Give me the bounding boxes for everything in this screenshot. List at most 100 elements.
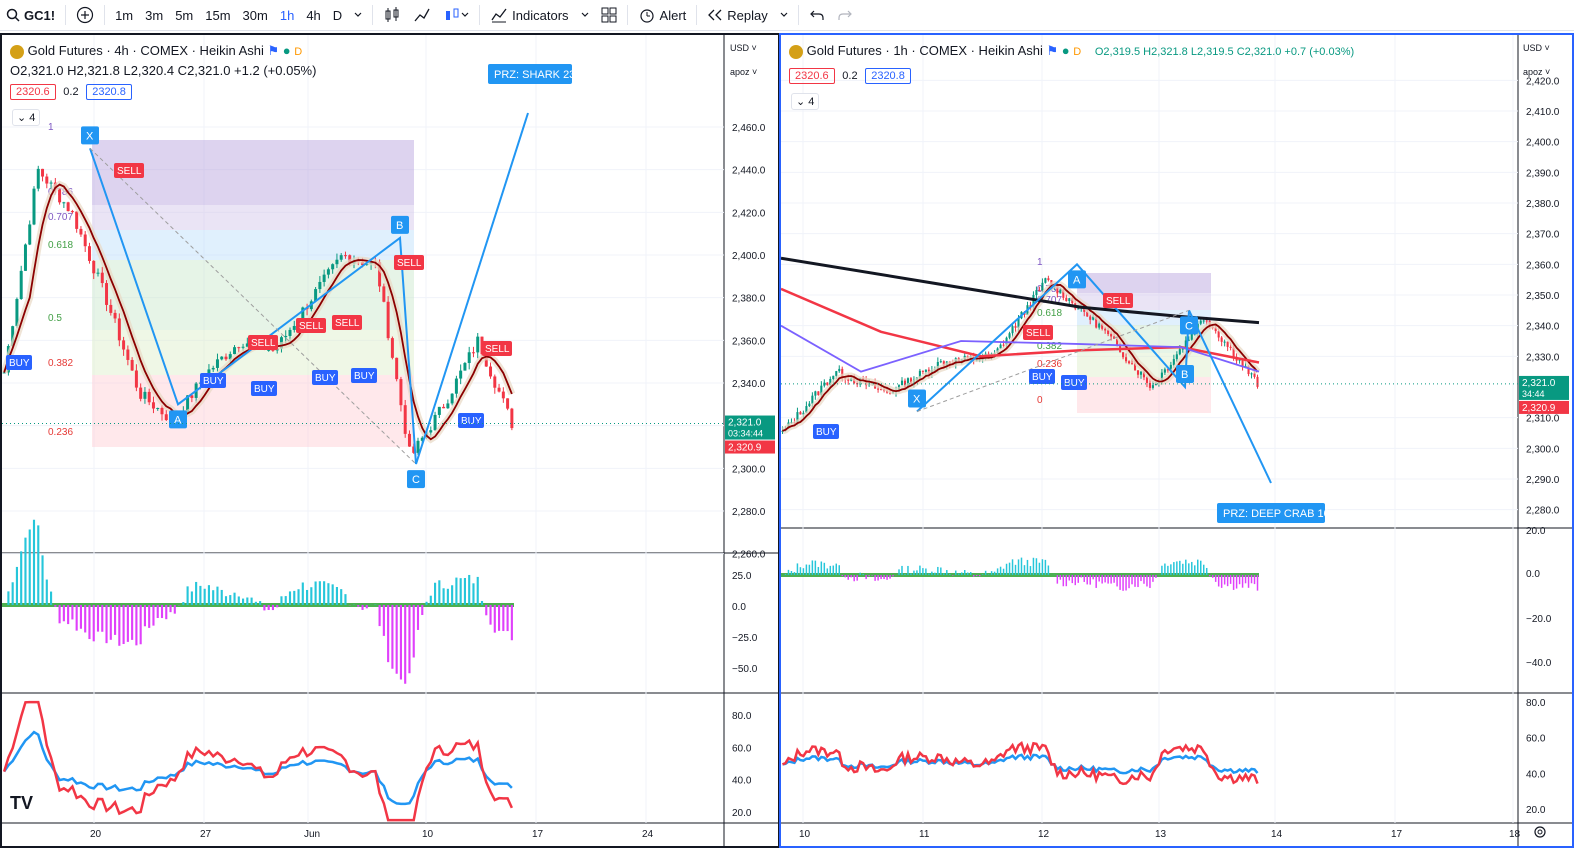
- redo-button[interactable]: [831, 0, 859, 30]
- interval-3m[interactable]: 3m: [145, 7, 164, 23]
- candle-body: [1256, 376, 1259, 387]
- candle-body: [442, 406, 446, 409]
- candle-body: [134, 370, 138, 388]
- sell-signal-label: SELL: [251, 338, 276, 349]
- chart-legend: Gold Futures · 4h · COMEX · Heikin Ashi …: [10, 43, 302, 59]
- rsi-tick-label: 80.0: [1526, 698, 1546, 709]
- pattern-point-marker: [1176, 365, 1194, 383]
- add-circle-icon: [76, 6, 94, 24]
- chart-panel-1h[interactable]: 2,420.0 2,410.0 2,400.0 2,390.0 2,380.0 2,370…: [779, 33, 1574, 848]
- flag-icon[interactable]: ⚑: [267, 43, 280, 58]
- candle-body: [903, 380, 907, 388]
- candle-body: [1077, 308, 1080, 310]
- candle-body: [484, 354, 488, 367]
- sell-price-button[interactable]: 2320.6: [789, 68, 835, 84]
- fib-level-label: 1: [48, 122, 54, 133]
- interval-1m[interactable]: 1m: [115, 7, 134, 23]
- chart-canvas-4h[interactable]: 2,460.0 2,440.0 2,420.0 2,400.0 2,380.0 2,360…: [2, 35, 778, 846]
- currency-select[interactable]: USD ˅: [1523, 43, 1550, 53]
- candle-body: [1232, 347, 1235, 358]
- replay-button[interactable]: Replay: [701, 0, 773, 30]
- candle-body: [1202, 320, 1205, 322]
- time-tick-label: 27: [200, 829, 212, 840]
- candle-body: [906, 378, 910, 388]
- candle-body: [335, 259, 339, 265]
- candle-body: [343, 255, 347, 257]
- currency-label: USD: [1523, 43, 1543, 53]
- sell-price-button[interactable]: 2320.6: [10, 84, 56, 100]
- chart-canvas-1h[interactable]: 2,420.0 2,410.0 2,400.0 2,390.0 2,380.0 2,370…: [781, 35, 1572, 846]
- ma-100-line: [781, 287, 1260, 364]
- rsi-tick-label: 20.0: [1526, 805, 1546, 816]
- undo-button[interactable]: [803, 0, 831, 30]
- candle-body: [802, 412, 805, 415]
- fib-level-label: 1: [1037, 257, 1043, 268]
- gold-symbol-icon: [10, 44, 24, 59]
- buy-price-button[interactable]: 2320.8: [865, 68, 911, 84]
- price-tick-label: 2,460.0: [732, 123, 766, 134]
- indicators-toggle[interactable]: ⌄ 4: [12, 109, 41, 126]
- candle-body: [1062, 289, 1065, 298]
- interval-15m[interactable]: 15m: [205, 7, 231, 23]
- candle-body: [1014, 326, 1017, 328]
- candle-body: [817, 391, 820, 396]
- bar-style-button[interactable]: [377, 0, 407, 30]
- candle-body: [1253, 373, 1256, 377]
- heikin-ashi-button[interactable]: [437, 0, 475, 30]
- buy-signal: [458, 413, 484, 428]
- macd-tick-label: −50.0: [732, 664, 758, 675]
- ohlc-values: O2,321.0 H2,321.8 L2,320.4 C2,321.0 +1.2…: [10, 63, 317, 78]
- candle-body: [1250, 373, 1253, 375]
- fib-level-label: 0.707: [1037, 295, 1062, 306]
- fib-level-label: 0.236: [1037, 359, 1062, 370]
- indicators-toggle[interactable]: ⌄ 4: [791, 93, 820, 110]
- search-icon: [6, 8, 20, 22]
- interval-4h[interactable]: 4h: [306, 7, 321, 23]
- line-style-button[interactable]: [407, 0, 437, 30]
- price-tick-label: 2,420.0: [732, 208, 766, 219]
- undo-icon: [809, 10, 824, 20]
- interval-5m[interactable]: 5m: [175, 7, 194, 23]
- alert-button[interactable]: Alert: [632, 0, 693, 30]
- replay-dropdown[interactable]: [774, 0, 794, 30]
- compare-button[interactable]: [70, 0, 100, 30]
- divider: [372, 5, 374, 25]
- candle-body: [918, 370, 921, 378]
- spread-value: 0.2: [63, 86, 79, 98]
- buy-signal: [200, 373, 226, 388]
- candle-body: [1032, 294, 1035, 308]
- interval-dropdown[interactable]: [348, 0, 368, 30]
- indicators-dropdown[interactable]: [575, 0, 595, 30]
- scale-select[interactable]: apoz ˅: [730, 67, 758, 77]
- candle-body: [1199, 320, 1202, 324]
- flag-icon[interactable]: ⚑: [1046, 43, 1059, 58]
- symbol-search[interactable]: GC1!: [0, 0, 61, 30]
- interval-30m[interactable]: 30m: [242, 7, 268, 23]
- candle-body: [471, 352, 475, 354]
- buy-price-button[interactable]: 2320.8: [86, 84, 132, 100]
- top-toolbar: GC1! 1m 3m 5m 15m 30m 1h 4h D Indicators…: [0, 0, 1574, 31]
- interval-1h[interactable]: 1h: [279, 7, 295, 23]
- candle-body: [467, 352, 471, 364]
- chevron-down-icon: ⌄: [17, 112, 27, 124]
- currency-select[interactable]: USD ˅: [730, 43, 757, 53]
- indicators-button[interactable]: Indicators: [484, 0, 574, 30]
- macd-tick-label: 0.0: [732, 602, 746, 613]
- interval-D[interactable]: D: [332, 7, 343, 23]
- tradingview-logo-icon[interactable]: TV: [10, 793, 34, 813]
- candle-body: [880, 389, 883, 391]
- chart-panel-4h[interactable]: 2,460.0 2,440.0 2,420.0 2,400.0 2,380.0 2,360…: [0, 33, 780, 848]
- price-tick-label: 2,360.0: [1526, 260, 1560, 271]
- layouts-button[interactable]: [595, 0, 623, 30]
- candle-body: [1151, 385, 1154, 388]
- fib-level-label: 0.382: [1037, 341, 1062, 352]
- candle-body: [314, 289, 318, 302]
- candle-body: [1244, 365, 1247, 367]
- candle-body: [781, 430, 784, 432]
- scale-select[interactable]: apoz ˅: [1523, 67, 1551, 77]
- buy-signal-label: BUY: [9, 358, 30, 369]
- candle-body: [139, 387, 143, 399]
- candle-body: [814, 391, 817, 396]
- sell-signal: [296, 318, 326, 333]
- price-tick-label: 2,340.0: [732, 379, 766, 390]
